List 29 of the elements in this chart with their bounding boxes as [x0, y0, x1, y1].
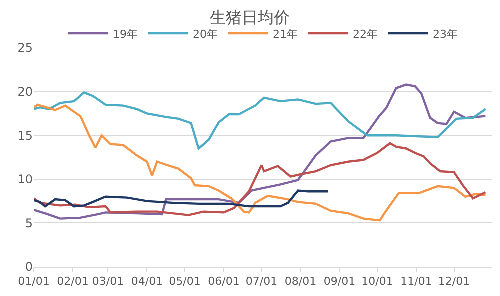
line-series	[34, 104, 487, 222]
x-tick-label: 05/01	[169, 275, 201, 288]
y-tick-label: 0	[25, 260, 33, 274]
y-tick-label: 15	[18, 128, 33, 143]
legend-label: 20年	[193, 28, 218, 41]
y-tick-label: 5	[25, 216, 33, 230]
chart-title: 生猪日均价	[210, 8, 290, 28]
line-series	[34, 92, 487, 150]
x-tick-label: 09/01	[324, 275, 356, 288]
x-tick-label: 06/01	[208, 275, 240, 288]
x-tick-label: 11/01	[400, 275, 432, 288]
x-tick-label: 02/01	[57, 275, 89, 288]
x-tick-label: 10/01	[362, 275, 394, 288]
x-tick-label: 04/01	[131, 275, 164, 288]
x-tick-label: 03/01	[92, 275, 124, 288]
x-tick-label: 08/01	[284, 275, 317, 288]
x-tick-label: 12/01	[438, 275, 470, 288]
y-tick-label: 10	[18, 172, 33, 187]
x-tick-label: 07/01	[246, 275, 278, 288]
y-tick-label: 25	[18, 41, 33, 56]
line-series	[34, 142, 487, 216]
legend-label: 19年	[113, 28, 138, 41]
legend-label: 21年	[273, 28, 298, 41]
x-tick-label: 01/01	[18, 275, 50, 288]
legend-label: 22年	[353, 28, 378, 41]
line-series	[34, 190, 330, 208]
line-series	[34, 84, 487, 220]
legend-label: 23年	[433, 28, 458, 41]
y-tick-label: 20	[18, 85, 33, 99]
